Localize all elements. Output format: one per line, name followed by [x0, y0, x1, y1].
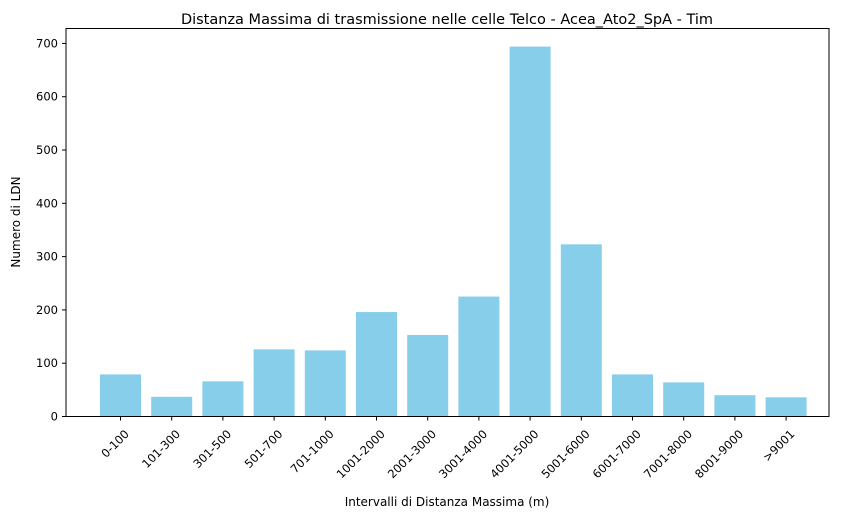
bars-group — [100, 46, 807, 417]
bar-4 — [304, 350, 346, 417]
x-tick-label: 5001-6000 — [538, 427, 592, 481]
y-tick-label: 300 — [36, 250, 58, 264]
bar-11 — [663, 382, 705, 417]
bar-2 — [202, 381, 244, 417]
x-tick-label: >9001 — [760, 427, 797, 464]
bar-1 — [151, 396, 193, 417]
x-tick-label: 3001-4000 — [436, 427, 490, 481]
y-tick-label: 600 — [36, 90, 58, 104]
x-tick-label: 7001-8000 — [641, 427, 695, 481]
bar-5 — [356, 312, 397, 417]
bar-9 — [560, 244, 602, 417]
y-tick-label: 200 — [36, 303, 58, 317]
plot-frame — [65, 28, 830, 417]
x-tick-label: 301-500 — [190, 427, 234, 471]
x-tick-label: 0-100 — [98, 427, 132, 461]
x-axis-label: Intervalli di Distanza Massima (m) — [345, 495, 550, 509]
x-tick-label: 1001-2000 — [334, 427, 388, 481]
y-tick-label: 500 — [36, 143, 58, 157]
x-tick-label: 101-300 — [139, 427, 183, 471]
bar-10 — [612, 374, 653, 417]
x-tick-label: 8001-9000 — [692, 427, 746, 481]
x-tick-label: 501-700 — [242, 427, 286, 471]
y-tick-label: 0 — [51, 410, 58, 424]
x-tick-label: 2001-3000 — [385, 427, 439, 481]
y-axis-label: Numero di LDN — [9, 176, 23, 267]
x-tick-label: 6001-7000 — [590, 427, 644, 481]
y-tick-label: 100 — [36, 356, 58, 370]
x-tick-label: 4001-5000 — [487, 427, 541, 481]
bar-13 — [765, 397, 807, 417]
y-tick-label: 700 — [36, 36, 58, 50]
chart-title: Distanza Massima di trasmissione nelle c… — [181, 12, 713, 28]
bar-7 — [458, 296, 500, 417]
y-tick-label: 400 — [36, 196, 58, 210]
bar-12 — [714, 395, 756, 417]
bar-0 — [100, 374, 141, 417]
y-axis-ticks: 0 100 200 300 400 500 600 700 — [36, 36, 66, 424]
x-axis-ticks: 0-100 101-300 301-500 501-700 701-10001001-2… — [98, 416, 797, 481]
bar-6 — [407, 334, 449, 417]
bar-8 — [509, 46, 551, 417]
x-tick-label: 701-1000 — [288, 427, 337, 476]
bar-3 — [253, 349, 295, 417]
